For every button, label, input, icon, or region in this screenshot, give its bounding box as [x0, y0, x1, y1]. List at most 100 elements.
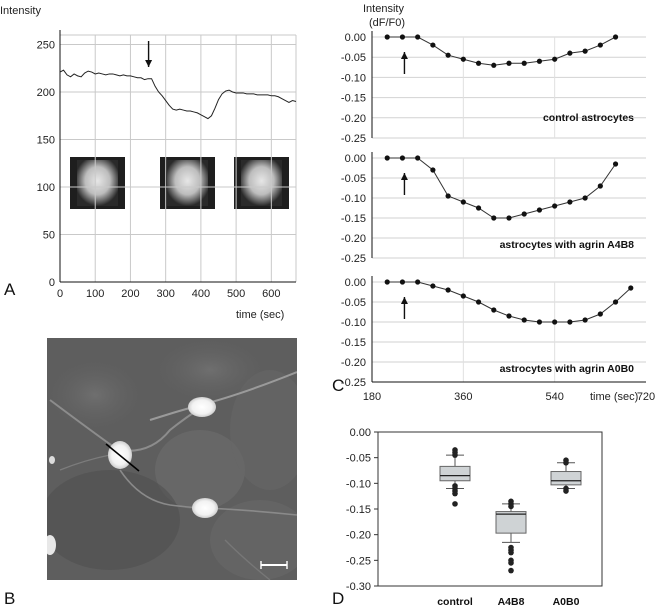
panel-d-ytick-label: -0.20 — [346, 530, 371, 542]
panel-a-grid — [60, 34, 297, 282]
panel-c-data-point — [536, 207, 543, 213]
panel-c-data-point — [491, 62, 497, 68]
panel-c-ytick-label: -0.20 — [341, 233, 366, 245]
panel-c-data-point — [430, 283, 436, 289]
panel-c-subplot: 0.00 -0.05 -0.10 -0.15 -0.20 -0.25 astrocytes … — [341, 152, 646, 265]
panel-c-ylabel-line2: (dF/F0) — [369, 17, 405, 29]
panel-c-data-point — [384, 279, 390, 285]
panel-c-data-point — [475, 299, 482, 305]
panel-d-ytick-label: -0.25 — [346, 555, 371, 567]
panel-c-chart: Intensity (dF/F0) time (sec) 0.00 -0.05 -0… — [341, 3, 655, 403]
panel-c-stimulus-arrow-head — [400, 52, 408, 59]
panel-c-ytick-label: 0.00 — [345, 153, 366, 165]
panel-c-data-point — [384, 34, 390, 40]
panel-c-ylabel-line1: Intensity — [363, 3, 404, 15]
panel-c-ytick-label: -0.15 — [341, 213, 366, 225]
panel-d-box — [495, 511, 527, 534]
cell-process — [224, 539, 271, 580]
panel-a-inset-glow — [77, 160, 118, 206]
panel-c-ytick-label: 0.00 — [345, 277, 366, 289]
panel-a-xtick-label: 500 — [227, 288, 245, 300]
panel-a-xtick-label: 0 — [57, 288, 63, 300]
panel-a-xtick-label: 200 — [121, 288, 139, 300]
panel-c-data-point — [415, 155, 421, 161]
panel-a-ytick-label: 100 — [37, 182, 55, 194]
panel-a-ytick-label: 250 — [37, 40, 55, 52]
panel-c-ytick-label: -0.05 — [341, 297, 366, 309]
panel-c-data-point — [445, 287, 451, 293]
panel-d-outlier — [508, 560, 514, 566]
panel-c-data-point — [460, 293, 466, 299]
panel-c-ytick-label: -0.20 — [341, 357, 366, 369]
panel-c-ytick-label: -0.10 — [341, 72, 366, 84]
panel-d-ytick-label: -0.30 — [346, 581, 371, 593]
panel-c-data-point — [612, 161, 619, 167]
panel-c-data-point — [567, 50, 573, 56]
panel-a-xtick-label: 600 — [262, 288, 280, 300]
panel-d-ytick-label: -0.15 — [346, 504, 371, 516]
panel-a-xlabel: time (sec) — [236, 309, 284, 321]
panel-a-chart: Intensity time (sec) 0 50 100 150 200 250 0 100… — [0, 5, 297, 321]
panel-c-stimulus-arrow-head — [400, 173, 408, 180]
panel-d-outlier — [563, 488, 569, 494]
panel-a-ytick-label: 150 — [37, 135, 55, 147]
panel-c-data-point — [399, 155, 406, 161]
panel-d-category-label: A0B0 — [553, 596, 580, 607]
panel-a-stimulus-arrow — [145, 41, 153, 67]
panel-b-micrograph — [47, 338, 297, 580]
panel-c-series-caption: astrocytes with agrin A0B0 — [500, 363, 635, 375]
panel-c-xtick-label: 720 — [637, 391, 655, 403]
panel-c-data-point — [552, 319, 558, 325]
panel-c-data-point — [536, 319, 543, 325]
panel-c-ytick-label: -0.10 — [341, 193, 366, 205]
panel-c-data-point — [536, 58, 543, 64]
panel-d-box — [439, 465, 471, 482]
panel-c-subplot: 0.00 -0.05 -0.10 -0.15 -0.20 -0.25 180 360 540 72… — [341, 276, 655, 403]
panel-c-data-point — [491, 307, 497, 313]
panel-a-ylabel: Intensity — [0, 5, 41, 17]
panel-a-xtick-label: 400 — [192, 288, 210, 300]
panel-d-box-a4b8 — [495, 498, 527, 574]
panel-c-data-point — [415, 279, 421, 285]
panel-c-stimulus-arrow — [400, 297, 408, 319]
panel-c-data-point — [582, 317, 588, 323]
panel-c-series-caption: astrocytes with agrin A4B8 — [500, 239, 635, 251]
panel-c-data-point — [582, 48, 588, 54]
panel-c-data-point — [475, 60, 482, 66]
panel-a-stimulus-arrow-head — [145, 60, 153, 67]
panel-d-frame — [377, 431, 603, 587]
panel-c-stimulus-arrow-head — [400, 297, 408, 304]
panel-c-data-point — [567, 319, 573, 325]
panel-d-outlier — [508, 567, 514, 574]
panel-c-data-point — [430, 42, 436, 48]
panel-c-data-point — [384, 155, 390, 161]
panel-c-ytick-label: -0.05 — [341, 52, 366, 64]
panel-a-ytick-label: 200 — [37, 87, 55, 99]
panel-d-boxplot: 0.00 -0.05 -0.10 -0.15 -0.20 -0.25 -0.30 contro… — [346, 427, 603, 607]
panel-letter-c: C — [332, 376, 344, 395]
panel-c-data-point — [612, 299, 619, 305]
panel-a-inset-glow — [241, 160, 282, 206]
panel-d-box-a0b0 — [550, 457, 582, 494]
panel-a-xtick-label: 300 — [156, 288, 174, 300]
panel-c-ytick-label: -0.15 — [341, 93, 366, 105]
panel-d-ytick-label: -0.05 — [346, 453, 371, 465]
panel-c-data-point — [491, 215, 497, 221]
panel-d-outlier — [452, 501, 458, 507]
panel-c-stimulus-arrow — [400, 173, 408, 195]
cell-process — [59, 454, 111, 471]
panel-a-ytick-label: 50 — [43, 230, 55, 242]
panel-c-data-point — [521, 211, 527, 217]
panel-c-data-point — [460, 199, 466, 205]
panel-c-data-point — [506, 60, 512, 66]
panel-c-subplot: 0.00 -0.05 -0.10 -0.15 -0.20 -0.25 control ast… — [341, 31, 646, 145]
panel-c-data-point — [597, 42, 603, 48]
panel-c-data-point — [597, 311, 603, 317]
panel-d-outlier — [508, 503, 514, 510]
panel-c-ytick-label: -0.05 — [341, 173, 366, 185]
panel-d-outlier — [452, 490, 458, 497]
panel-a-xtick-label: 100 — [86, 288, 104, 300]
panel-c-data-point — [612, 34, 619, 40]
panel-d-outlier — [563, 460, 569, 466]
